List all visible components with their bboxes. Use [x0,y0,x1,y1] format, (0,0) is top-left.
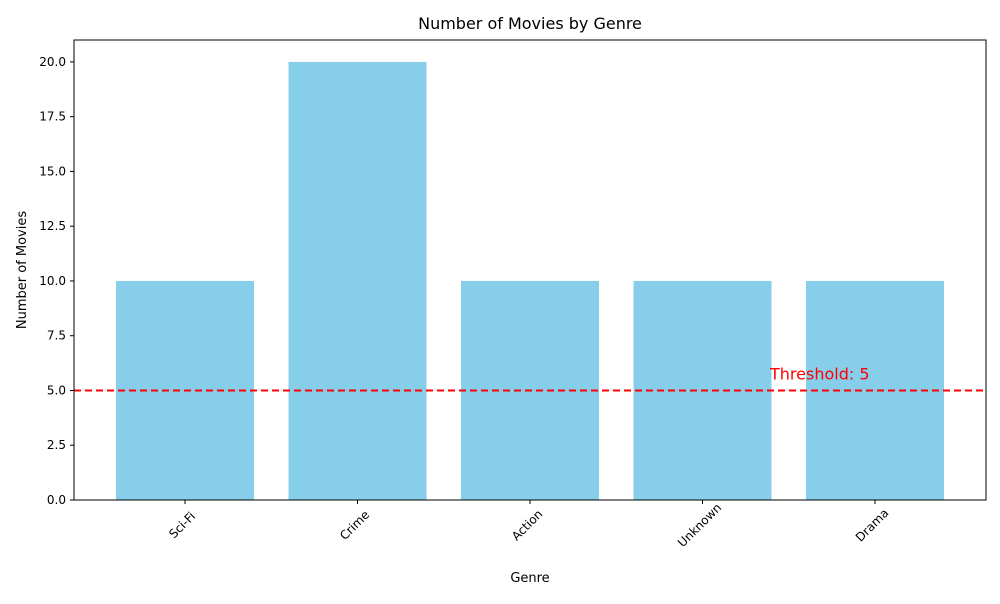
y-axis-label-group: Number of Movies [15,211,30,329]
plot-frame [73,39,987,501]
bar-crime [288,61,427,501]
y-axis: 0.0 2.5 5.0 7.5 10.0 12.5 15.0 17.5 20.0 [39,55,74,507]
y-tick-label: 5.0 [47,383,66,397]
y-tick-label: 2.5 [47,438,66,452]
x-tick-label: Crime [337,508,372,543]
y-tick-label: 7.5 [47,329,66,343]
x-tick-label: Drama [853,506,892,545]
y-tick-label: 0.0 [47,493,66,507]
x-tick-label: Sci-Fi [166,509,198,541]
y-tick-label: 15.0 [39,164,66,178]
threshold-group: Threshold: 5 [74,364,986,392]
y-tick-label: 12.5 [39,219,66,233]
bars-group [116,61,944,501]
x-tick-label: Unknown [675,501,724,550]
y-tick-label: 10.0 [39,274,66,288]
x-axis: Sci-Fi Crime Action Unknown Drama [166,500,891,550]
x-tick-label: Action [509,507,545,543]
chart-title: Number of Movies by Genre [418,14,642,33]
y-tick-label: 17.5 [39,110,66,124]
y-tick-label: 20.0 [39,55,66,69]
x-axis-label: Genre [510,571,549,586]
threshold-label: Threshold: 5 [769,364,870,383]
y-axis-label: Number of Movies [15,211,30,329]
